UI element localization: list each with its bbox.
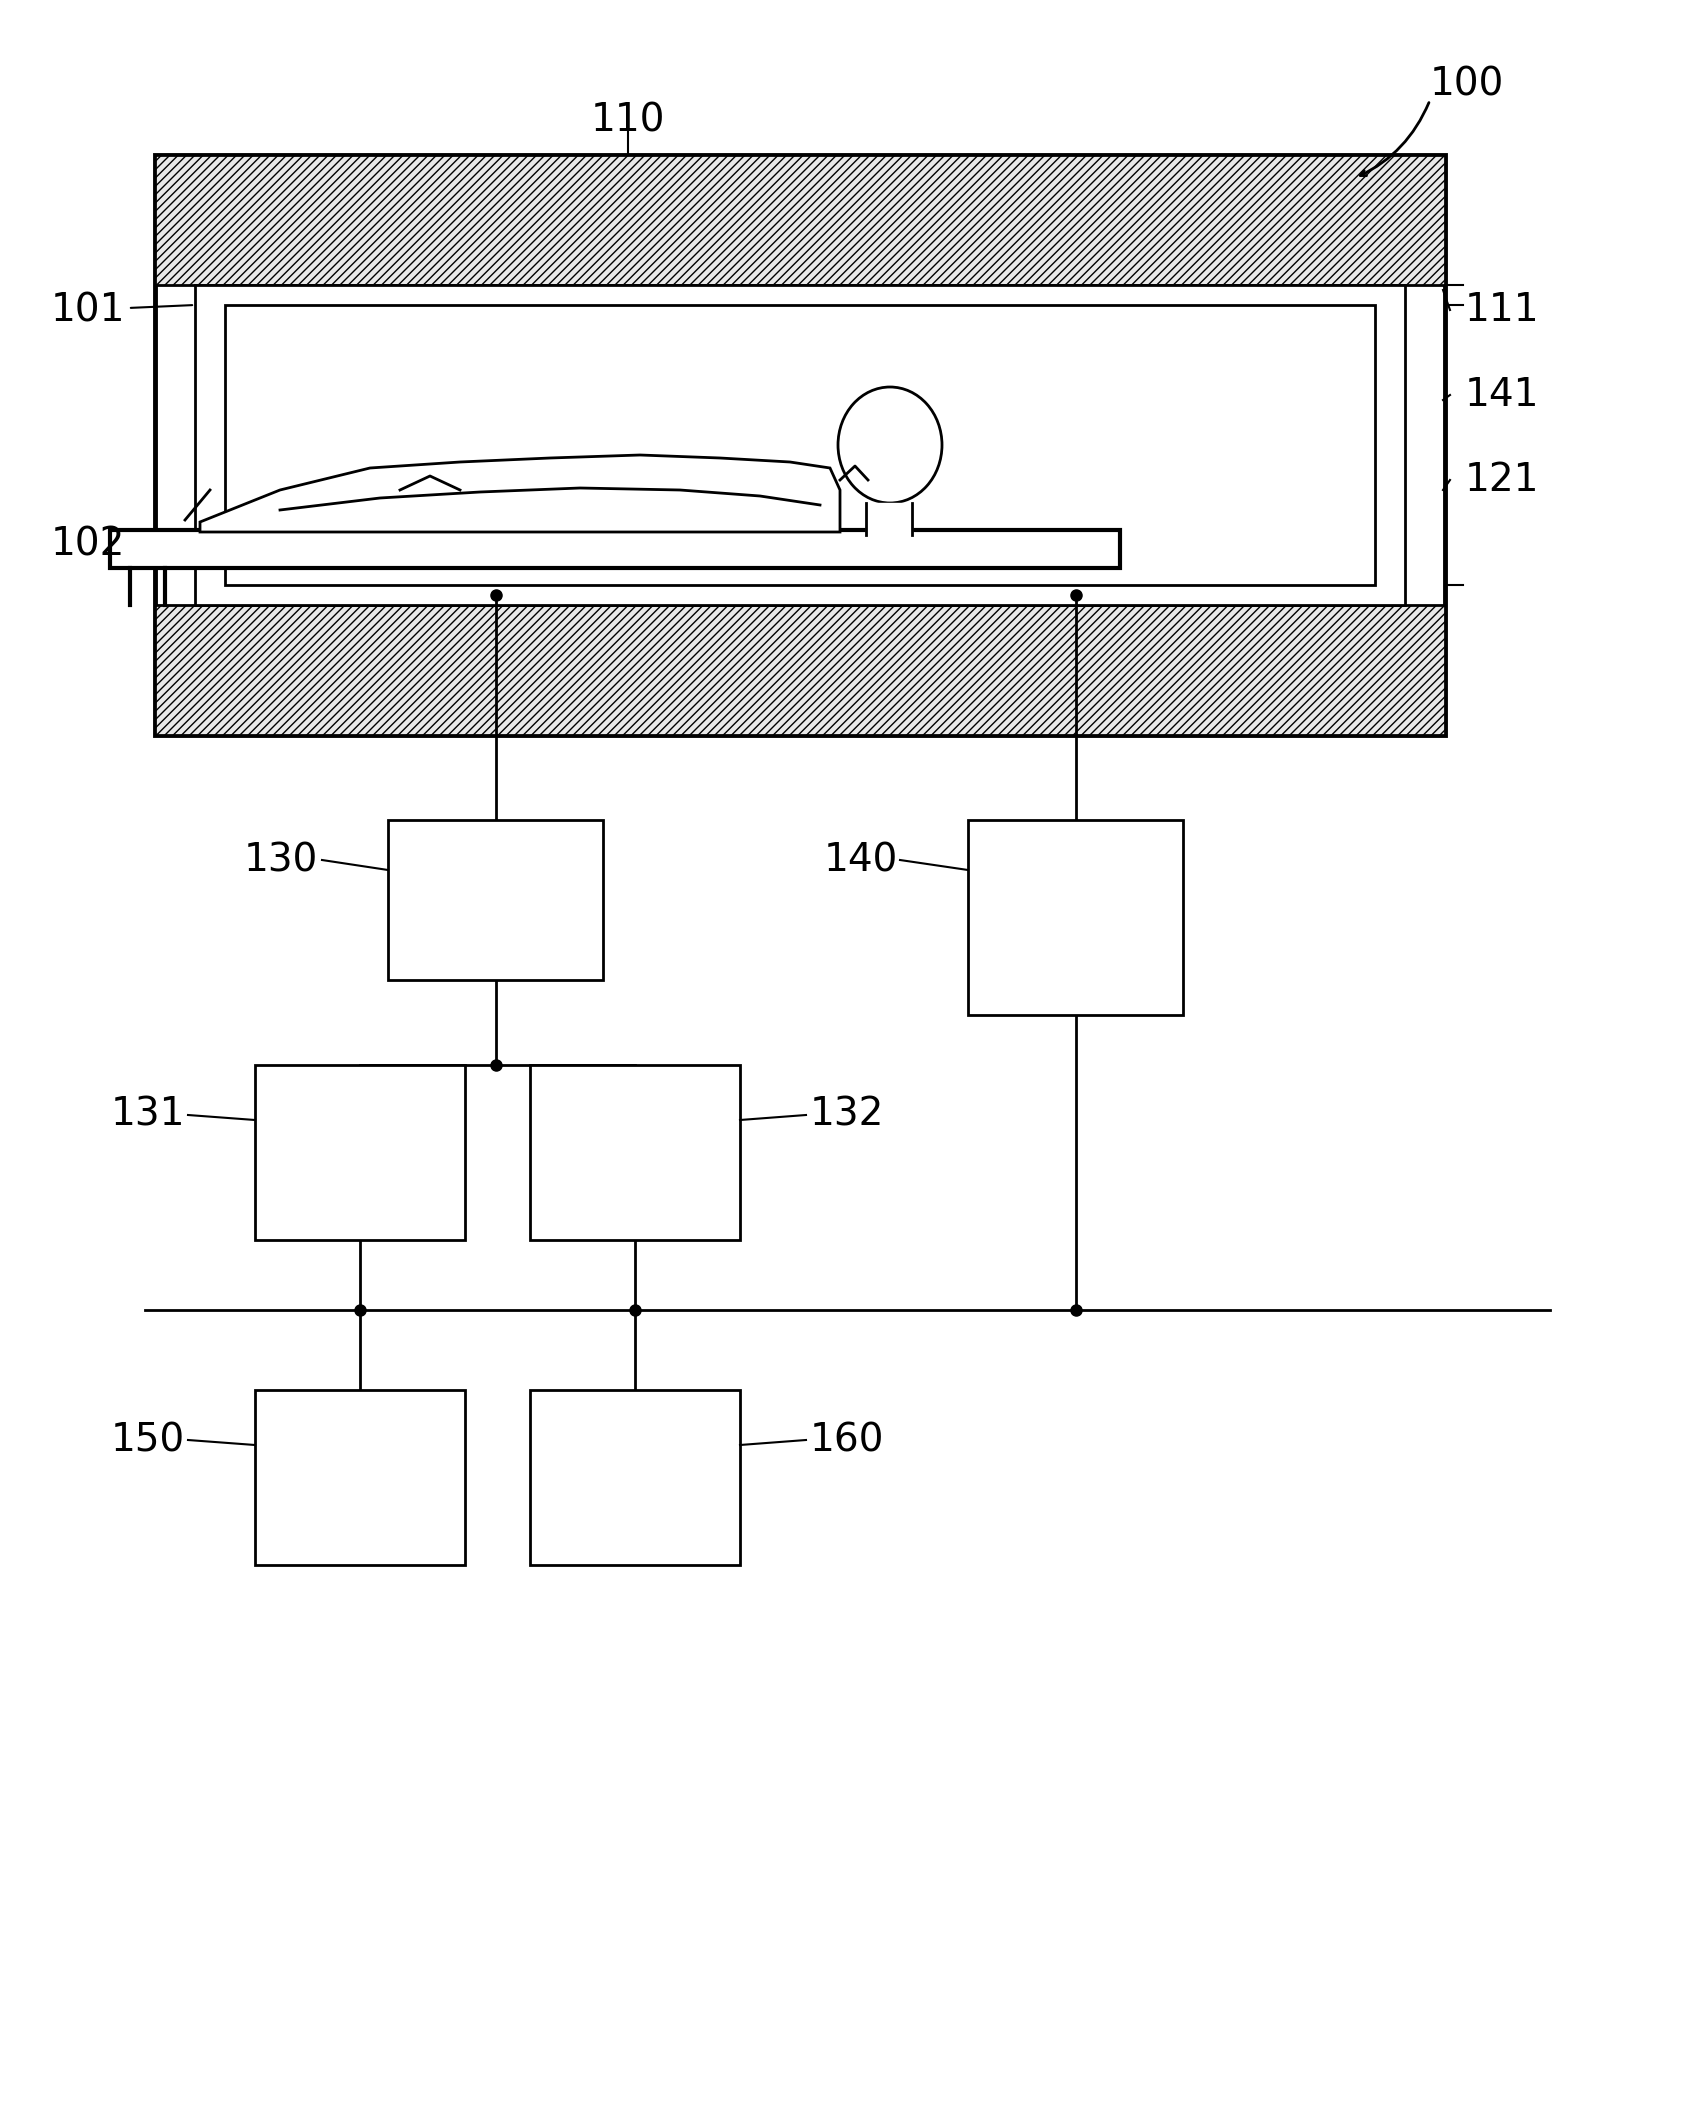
Text: 141: 141: [1465, 376, 1540, 414]
Bar: [110, 530, 1120, 568]
Bar: [530, 1066, 739, 1239]
Bar: [255, 1066, 465, 1239]
Bar: [156, 606, 1445, 735]
Bar: [156, 154, 1445, 285]
Bar: [225, 304, 1376, 585]
Text: 140: 140: [824, 840, 898, 878]
Bar: [195, 285, 1404, 606]
Text: 101: 101: [51, 291, 125, 329]
Polygon shape: [200, 456, 839, 532]
Ellipse shape: [838, 386, 942, 502]
Bar: [530, 1389, 739, 1564]
Bar: [255, 1389, 465, 1564]
Text: 110: 110: [591, 101, 665, 139]
Text: 132: 132: [810, 1096, 885, 1134]
Bar: [387, 819, 602, 980]
Text: 102: 102: [51, 526, 125, 564]
Bar: [968, 819, 1183, 1015]
Bar: [156, 154, 1445, 735]
Text: 131: 131: [110, 1096, 184, 1134]
Text: 130: 130: [244, 840, 318, 878]
Text: 111: 111: [1465, 291, 1540, 329]
Text: 150: 150: [110, 1421, 184, 1459]
Text: 121: 121: [1465, 460, 1540, 498]
Text: 160: 160: [810, 1421, 885, 1459]
Text: 100: 100: [1430, 65, 1504, 103]
